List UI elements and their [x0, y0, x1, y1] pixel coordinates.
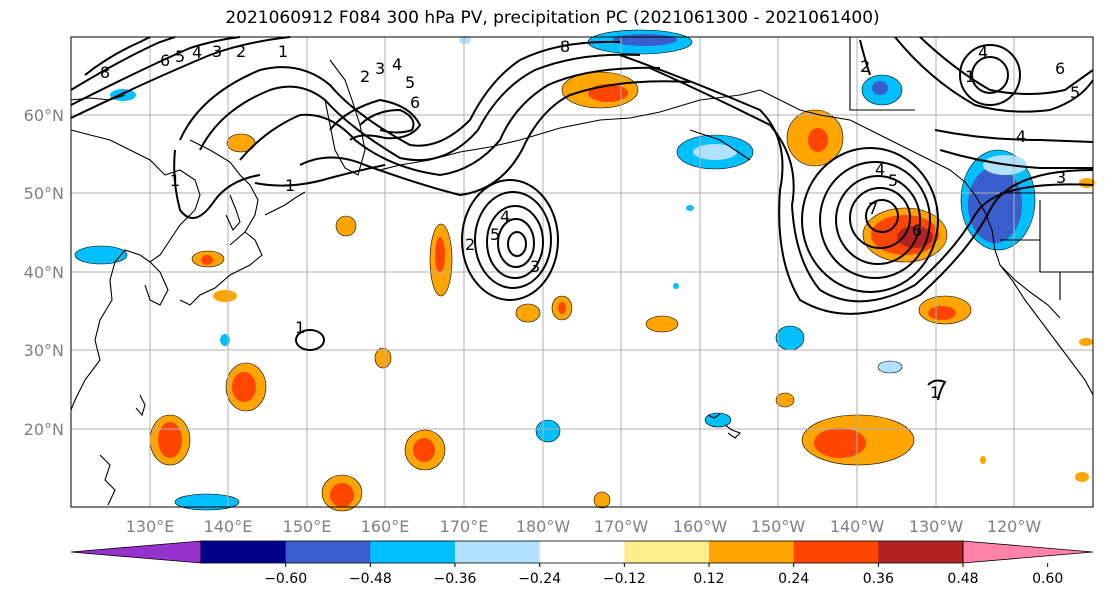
- lat-label: 20°N: [24, 420, 64, 439]
- colorbar-tick-label: 0.60: [1032, 571, 1063, 587]
- contour-label: 3: [375, 59, 385, 78]
- colorbar-segment: [539, 541, 625, 563]
- colorbar-tick-label: −0.36: [434, 571, 477, 587]
- colorbar-tick-label: −0.24: [518, 571, 561, 587]
- lat-label: 30°N: [24, 341, 64, 360]
- contour-label: 2: [236, 42, 246, 61]
- contour-label: 1: [930, 383, 940, 402]
- contour-label: 1: [285, 176, 295, 195]
- precip-anomaly-layer: [74, 29, 1095, 512]
- colorbar-tick-label: 0.12: [693, 571, 724, 587]
- colorbar-tick-label: −0.12: [603, 571, 646, 587]
- colorbar: −0.60 −0.48 −0.36 −0.24 −0.12 0.12 0.24 0.36 0.4…: [70, 540, 1094, 587]
- contour-label: 3: [212, 42, 222, 61]
- colorbar-tick-label: 0.24: [778, 571, 809, 587]
- lon-label: 150°E: [283, 517, 332, 536]
- contour-label: 4: [875, 160, 885, 179]
- contour-label: 4: [192, 43, 202, 62]
- lat-label: 50°N: [24, 184, 64, 203]
- lon-label: 130°W: [909, 517, 964, 536]
- pv-contours: [70, 36, 1094, 401]
- colorbar-segment: [370, 541, 456, 563]
- lat-label: 40°N: [24, 263, 64, 282]
- longitude-labels: 130°E 140°E 150°E 160°E 170°E 180°W 170°…: [126, 517, 1042, 536]
- colorbar-segment: [624, 541, 710, 563]
- colorbar-tick-label: 0.48: [947, 571, 978, 587]
- lon-label: 120°W: [987, 517, 1042, 536]
- contour-label: 4: [978, 43, 988, 62]
- contour-label: 3: [1056, 168, 1066, 187]
- colorbar-segment: [878, 541, 964, 563]
- lon-label: 170°W: [594, 517, 649, 536]
- contour-label: 5: [1070, 83, 1080, 102]
- contour-label: 5: [175, 47, 185, 66]
- lon-label: 160°W: [673, 517, 728, 536]
- lon-label: 160°E: [361, 517, 410, 536]
- colorbar-segment: [455, 541, 541, 563]
- lon-label: 140°E: [204, 517, 253, 536]
- contour-label: 4: [500, 207, 510, 226]
- lat-label: 60°N: [24, 106, 64, 125]
- contour-label: 2: [360, 67, 370, 86]
- contour-label: 8: [100, 63, 110, 82]
- lon-label: 150°W: [751, 517, 806, 536]
- precip-positive: [149, 71, 1095, 512]
- colorbar-segment: [201, 541, 287, 563]
- contour-label-group: 8 6 5 4 3 2 1 2 3 4 5 6 8 1 1 4 5 2 3 1 …: [100, 37, 1080, 402]
- colorbar-segment: [709, 541, 795, 563]
- contour-label: 5: [490, 225, 500, 244]
- contour-label: 8: [560, 37, 570, 56]
- colorbar-tick-label: −0.60: [264, 571, 307, 587]
- contour-label: 1: [278, 42, 288, 61]
- lon-label: 180°W: [516, 517, 571, 536]
- contour-label: 2: [860, 57, 870, 76]
- contour-label: 1: [170, 171, 180, 190]
- contour-label: 1: [295, 318, 305, 337]
- lon-label: 140°W: [830, 517, 885, 536]
- contour-label: 4: [1016, 127, 1026, 146]
- chart-title: 2021060912 F084 300 hPa PV, precipitatio…: [225, 8, 880, 28]
- lon-label: 170°E: [440, 517, 489, 536]
- contour-label: 5: [888, 171, 898, 190]
- contour-label: 7: [868, 199, 878, 218]
- contour-label: 6: [160, 51, 170, 70]
- precip-negative: [74, 29, 1036, 511]
- colorbar-segment: [793, 541, 879, 563]
- contour-label: 6: [410, 93, 420, 112]
- colorbar-outline: [200, 540, 964, 564]
- contour-label: 1: [965, 67, 975, 86]
- colorbar-extend-max: [962, 540, 1094, 564]
- colorbar-extend-min: [70, 540, 202, 564]
- contour-label: 6: [912, 221, 922, 240]
- lon-label: 130°E: [126, 517, 175, 536]
- contour-label: 2: [465, 235, 475, 254]
- contour-label: 4: [392, 55, 402, 74]
- colorbar-segment: [285, 541, 371, 563]
- contour-label: 3: [530, 257, 540, 276]
- map-frame: [70, 36, 1094, 508]
- colorbar-tick-label: 0.36: [863, 571, 894, 587]
- colorbar-tick-label: −0.48: [349, 571, 392, 587]
- latitude-labels: 60°N 50°N 40°N 30°N 20°N: [24, 106, 64, 439]
- contour-label: 5: [405, 73, 415, 92]
- contour-label: 6: [1055, 59, 1065, 78]
